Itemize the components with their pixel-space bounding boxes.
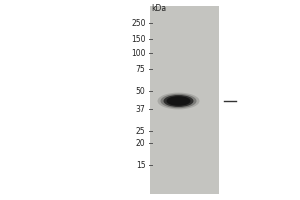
Text: 250: 250 bbox=[131, 19, 146, 27]
Ellipse shape bbox=[164, 95, 194, 107]
Text: 100: 100 bbox=[131, 48, 146, 58]
Text: 150: 150 bbox=[131, 34, 146, 44]
Text: 75: 75 bbox=[136, 64, 146, 73]
Ellipse shape bbox=[158, 93, 200, 109]
Bar bbox=[150, 6, 219, 194]
Ellipse shape bbox=[167, 96, 191, 106]
Ellipse shape bbox=[160, 94, 196, 108]
Text: 50: 50 bbox=[136, 87, 146, 96]
Bar bbox=[150, 6, 219, 194]
Text: 15: 15 bbox=[136, 160, 146, 169]
Text: 25: 25 bbox=[136, 127, 146, 136]
Text: 37: 37 bbox=[136, 105, 146, 114]
Text: 20: 20 bbox=[136, 138, 146, 147]
Text: kDa: kDa bbox=[152, 4, 166, 13]
